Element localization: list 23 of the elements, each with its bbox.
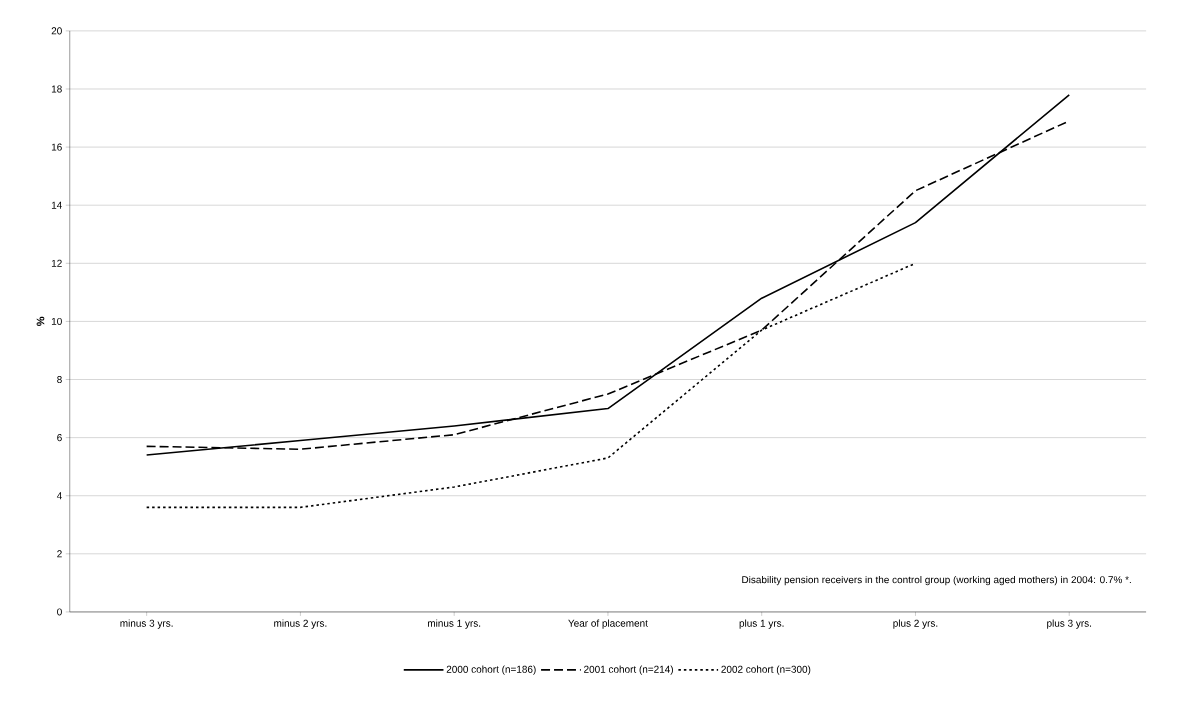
y-tick-label: 6 [57, 434, 62, 442]
x-tick-label: plus 3 yrs. [1047, 619, 1092, 629]
y-tick-label: 18 [51, 85, 62, 93]
y-tick-label: 4 [56, 492, 62, 500]
legend-label: 2002 cohort (n=300) [721, 665, 811, 675]
x-tick-label: Year of placement [568, 619, 648, 629]
legend-label: 2001 cohort (n=214) [584, 665, 673, 675]
x-tick-label: plus 2 yrs. [893, 619, 938, 629]
annotation: Disability pension receivers in the control group (working aged mothers) in 2004: 0.7% *. [742, 576, 1131, 586]
x-tick-label: minus 2 yrs. [274, 619, 327, 629]
y-tick-label: 20 [51, 27, 62, 35]
y-tick-label: 14 [51, 201, 62, 209]
y-tick-label: 12 [51, 260, 62, 267]
x-tick-label: plus 1 yrs. [739, 619, 784, 629]
y-tick-label: 8 [57, 376, 62, 384]
x-tick-label: minus 1 yrs. [427, 619, 481, 629]
y-tick-label: 2 [57, 550, 62, 558]
y-tick-label: 10 [51, 318, 62, 326]
y-tick-label: 16 [51, 143, 62, 151]
legend-label: 2000 cohort (n=186) [446, 665, 536, 675]
x-tick-label: minus 3 yrs. [120, 619, 173, 629]
y-axis-title: % [36, 317, 45, 327]
y-tick-label: 0 [57, 608, 62, 616]
